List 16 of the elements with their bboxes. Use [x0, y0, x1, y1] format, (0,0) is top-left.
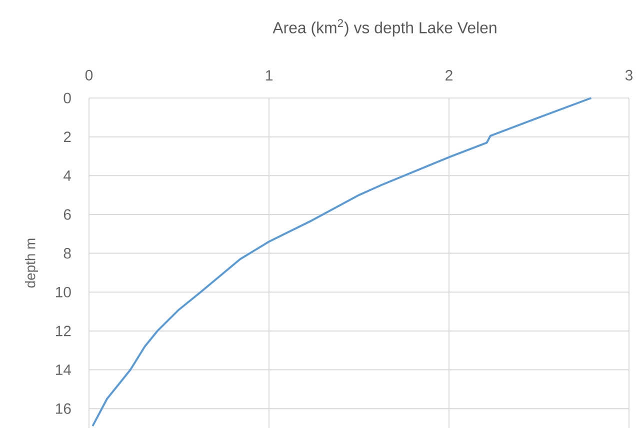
y-tick-label: 0: [64, 92, 71, 104]
x-tick-label: 2: [446, 70, 452, 80]
y-axis-title: depth m: [25, 238, 38, 288]
y-tick-label: 10: [56, 286, 71, 298]
y-tick-label: 8: [64, 248, 71, 259]
x-tick-label: 1: [266, 70, 272, 80]
line-series: [92, 97, 592, 428]
y-tick-label: 12: [56, 326, 71, 336]
y-tick-label: 14: [56, 364, 72, 375]
y-tick-label: 6: [64, 209, 71, 220]
x-tick-label: 3: [625, 70, 633, 80]
x-tick-label: 0: [85, 70, 93, 80]
y-tick-label: 2: [64, 132, 71, 142]
y-tick-label: 16: [56, 403, 71, 414]
chart-title: Area (km$^{2}$) vs depth Lake Velen: [272, 19, 496, 37]
y-tick-label: 4: [64, 170, 72, 181]
